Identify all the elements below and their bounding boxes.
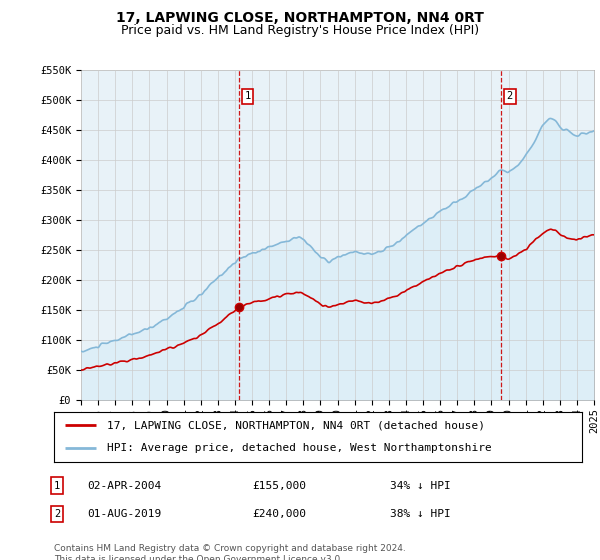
Text: £155,000: £155,000 [252, 480, 306, 491]
Text: 1: 1 [54, 480, 60, 491]
Text: 1: 1 [245, 91, 251, 101]
Text: HPI: Average price, detached house, West Northamptonshire: HPI: Average price, detached house, West… [107, 444, 491, 454]
Text: 34% ↓ HPI: 34% ↓ HPI [390, 480, 451, 491]
Text: 17, LAPWING CLOSE, NORTHAMPTON, NN4 0RT: 17, LAPWING CLOSE, NORTHAMPTON, NN4 0RT [116, 11, 484, 25]
Text: 02-APR-2004: 02-APR-2004 [87, 480, 161, 491]
Text: 2: 2 [507, 91, 513, 101]
Text: £240,000: £240,000 [252, 509, 306, 519]
Text: 01-AUG-2019: 01-AUG-2019 [87, 509, 161, 519]
Text: 2: 2 [54, 509, 60, 519]
Text: 38% ↓ HPI: 38% ↓ HPI [390, 509, 451, 519]
Text: 17, LAPWING CLOSE, NORTHAMPTON, NN4 0RT (detached house): 17, LAPWING CLOSE, NORTHAMPTON, NN4 0RT … [107, 420, 485, 430]
Text: Contains HM Land Registry data © Crown copyright and database right 2024.
This d: Contains HM Land Registry data © Crown c… [54, 544, 406, 560]
Text: Price paid vs. HM Land Registry's House Price Index (HPI): Price paid vs. HM Land Registry's House … [121, 24, 479, 36]
